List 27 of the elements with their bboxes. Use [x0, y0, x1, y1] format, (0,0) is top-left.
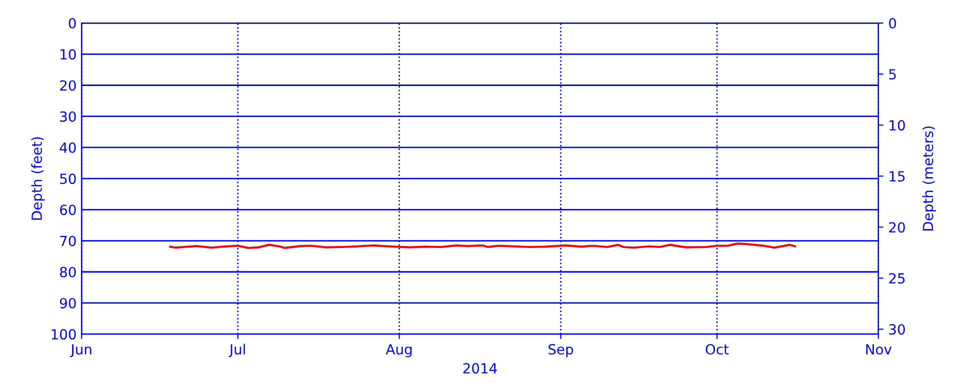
y2-tick-label: 15: [890, 171, 905, 182]
y2-tick-label: 0: [889, 18, 896, 29]
x-axis-title: 2014: [463, 363, 497, 374]
y-tick-label: 50: [60, 174, 76, 184]
y-tick-label: 30: [60, 111, 76, 122]
x-tick-label: Nov: [866, 344, 892, 355]
y2-tick-label: 25: [889, 273, 905, 284]
y2-tick-label: 5: [889, 69, 896, 80]
y-tick-label: 20: [60, 80, 76, 91]
y-tick-label: 70: [60, 236, 76, 246]
y2-tick-label: 30: [889, 324, 905, 335]
y-tick-label: 90: [60, 298, 76, 308]
x-tick-label: Aug: [386, 344, 412, 358]
x-tick-label: Oct: [706, 344, 729, 355]
y-tick-label: 80: [60, 266, 76, 278]
x-tick-label: Jul: [228, 344, 245, 358]
x-tick-label: Sep: [548, 344, 574, 358]
y-axis-title: Depth (feet): [31, 137, 45, 220]
y2-tick-label: 10: [890, 120, 905, 131]
y-tick-label: 0: [68, 18, 76, 29]
x-tick-label: Jun: [70, 344, 92, 358]
y-tick-label: 60: [60, 204, 76, 216]
y-tick-label: 10: [60, 49, 76, 60]
y-tick-label: 40: [60, 142, 76, 153]
y-tick-label: 100: [52, 329, 76, 340]
y2-tick-label: 20: [889, 222, 905, 233]
y2-axis-title: Depth (meters): [922, 126, 936, 230]
